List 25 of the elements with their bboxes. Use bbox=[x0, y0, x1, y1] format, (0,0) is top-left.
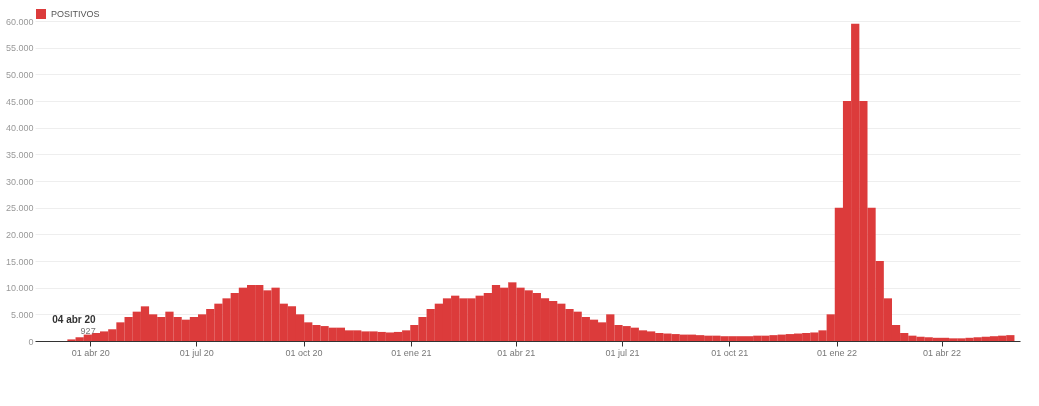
y-tick-label: 5.000 bbox=[10, 309, 34, 320]
y-tick-label: 40.000 bbox=[5, 123, 34, 134]
y-tick-label: 55.000 bbox=[5, 43, 34, 54]
x-tick-label: 01 oct 20 bbox=[285, 347, 323, 358]
x-tick-label: 01 abr 22 bbox=[923, 347, 962, 358]
legend-label: POSITIVOS bbox=[51, 9, 100, 19]
y-tick-label: 15.000 bbox=[5, 256, 34, 267]
x-tick-label: 01 abr 20 bbox=[71, 347, 110, 358]
y-tick-label: 20.000 bbox=[5, 229, 34, 240]
y-tick-label: 60.000 bbox=[5, 16, 34, 27]
y-tick-label: 0 bbox=[28, 336, 34, 347]
x-tick-label: 01 abr 21 bbox=[497, 347, 536, 358]
y-tick-label: 10.000 bbox=[5, 283, 34, 294]
y-tick-label: 45.000 bbox=[5, 96, 34, 107]
y-tick-label: 50.000 bbox=[5, 69, 34, 80]
x-tick-label: 01 jul 21 bbox=[605, 347, 640, 358]
y-tick-label: 25.000 bbox=[5, 203, 34, 214]
x-tick-label: 01 oct 21 bbox=[711, 347, 749, 358]
annotation: 04 abr 20 bbox=[52, 314, 97, 326]
annotation: 927 bbox=[80, 326, 96, 337]
y-tick-label: 35.000 bbox=[5, 149, 34, 160]
x-tick-label: 01 ene 21 bbox=[391, 347, 432, 358]
x-tick-label: 01 jul 20 bbox=[179, 347, 214, 358]
x-tick-label: 01 ene 22 bbox=[817, 347, 858, 358]
y-tick-label: 30.000 bbox=[5, 176, 34, 187]
